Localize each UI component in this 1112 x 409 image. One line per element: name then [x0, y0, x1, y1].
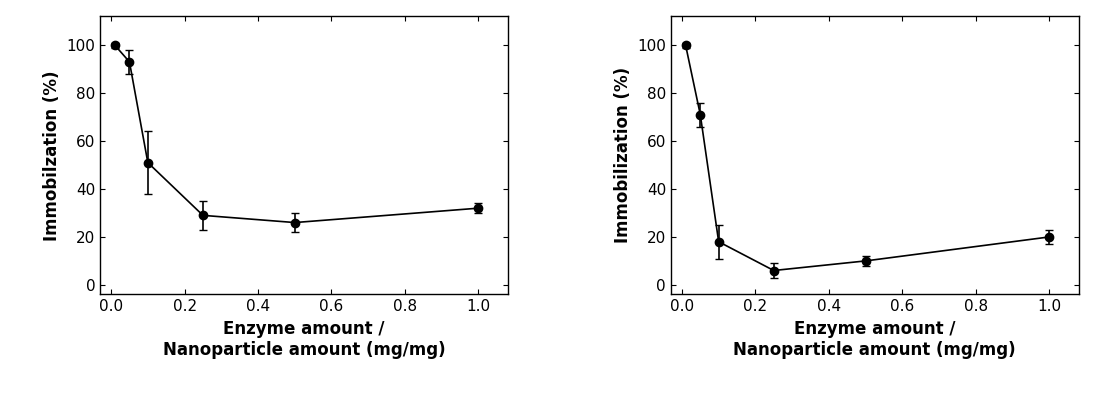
Y-axis label: Immobilization (%): Immobilization (%): [614, 67, 632, 243]
Y-axis label: Immobilzation (%): Immobilzation (%): [42, 70, 61, 240]
X-axis label: Enzyme amount /
Nanoparticle amount (mg/mg): Enzyme amount / Nanoparticle amount (mg/…: [734, 320, 1016, 359]
X-axis label: Enzyme amount /
Nanoparticle amount (mg/mg): Enzyme amount / Nanoparticle amount (mg/…: [162, 320, 445, 359]
